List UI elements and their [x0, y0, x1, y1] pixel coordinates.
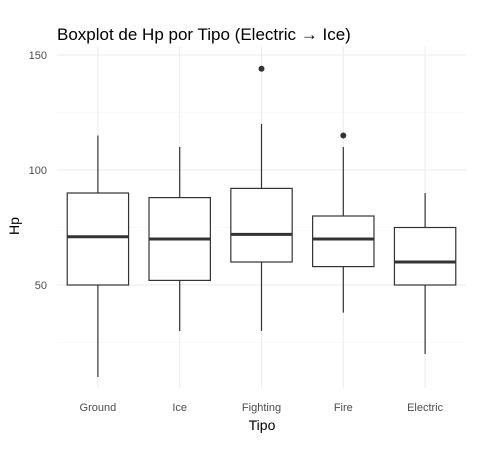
box-iqr [393, 226, 457, 286]
outlier-point [340, 132, 347, 139]
y-tick-label: 100 [29, 165, 47, 177]
outlier-point [258, 65, 265, 72]
box-electric [393, 193, 457, 354]
y-axis-title: Hp [6, 217, 22, 235]
x-tick-label: Ground [80, 402, 117, 414]
x-tick-label: Electric [407, 402, 444, 414]
x-tick-label: Fire [334, 402, 353, 414]
box-fighting [230, 65, 293, 331]
box-ground [66, 135, 130, 377]
box-ice [148, 147, 211, 331]
chart-title: Boxplot de Hp por Tipo (Electric → Ice) [57, 25, 351, 44]
boxes [66, 65, 457, 377]
y-axis-ticks: 50 100 150 [29, 50, 47, 292]
box-iqr [230, 187, 293, 263]
y-tick-label: 150 [29, 50, 47, 62]
box-fire [312, 132, 375, 313]
x-axis-ticks: Ground Ice Fighting Fire Electric [80, 402, 444, 414]
box-iqr [312, 215, 375, 268]
x-tick-label: Ice [172, 402, 187, 414]
y-tick-label: 50 [35, 280, 47, 292]
x-axis-title: Tipo [249, 417, 276, 433]
x-tick-label: Fighting [242, 402, 281, 414]
box-iqr [66, 192, 130, 286]
